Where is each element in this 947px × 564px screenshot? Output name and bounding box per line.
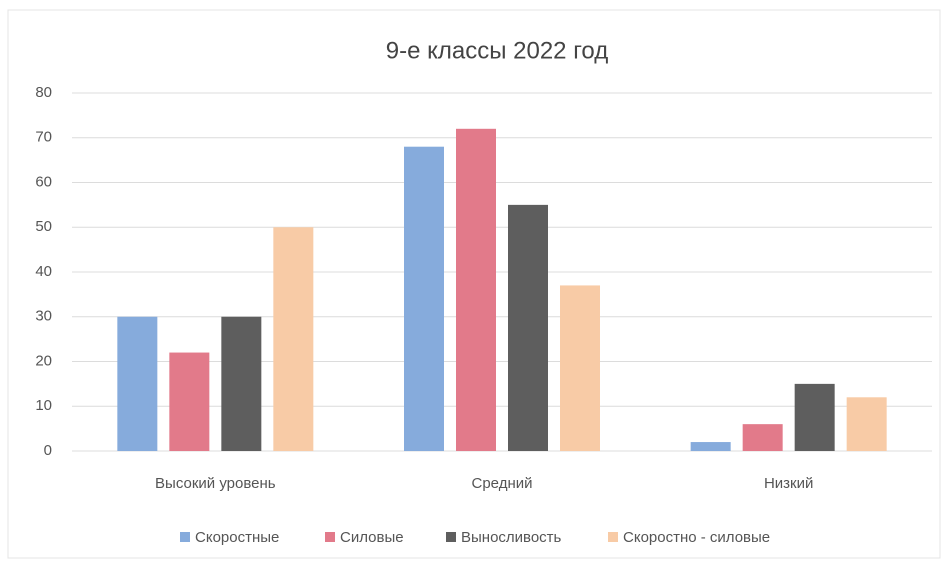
bar — [404, 146, 444, 451]
y-tick-label: 50 — [35, 218, 52, 235]
legend-label: Скоростные — [195, 529, 279, 546]
bar — [456, 128, 496, 452]
y-tick-label: 10 — [35, 397, 52, 414]
y-tick-label: 70 — [35, 129, 52, 146]
x-tick-label: Средний — [472, 475, 533, 492]
bar — [742, 424, 783, 451]
bar — [221, 316, 262, 451]
legend-swatch — [608, 532, 618, 542]
bar — [794, 383, 835, 451]
y-tick-label: 0 — [44, 442, 52, 459]
y-tick-label: 60 — [35, 173, 52, 190]
legend-swatch — [325, 532, 335, 542]
bar — [690, 442, 731, 451]
y-tick-label: 20 — [35, 352, 52, 369]
legend-label: Выносливость — [461, 529, 562, 546]
bar — [117, 316, 158, 451]
chart-title: 9-е классы 2022 год — [386, 37, 609, 64]
bar — [508, 204, 548, 451]
legend-swatch — [446, 532, 456, 542]
x-tick-label: Высокий уровень — [155, 475, 276, 492]
legend-label: Скоростно - силовые — [623, 529, 770, 546]
y-tick-label: 80 — [35, 84, 52, 101]
x-tick-label: Низкий — [764, 475, 813, 492]
bar — [560, 285, 600, 451]
legend-label: Силовые — [340, 529, 404, 546]
bar — [273, 227, 314, 451]
y-tick-label: 40 — [35, 263, 52, 280]
bar — [169, 352, 210, 451]
legend-swatch — [180, 532, 190, 542]
y-tick-label: 30 — [35, 308, 52, 325]
bar — [846, 397, 887, 451]
